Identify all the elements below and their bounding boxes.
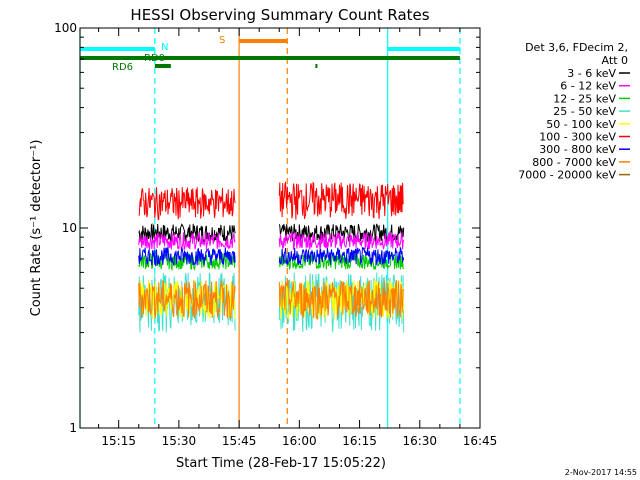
series-line-6-0 (138, 246, 236, 267)
chart-title: HESSI Observing Summary Count Rates (130, 6, 429, 24)
series-line-7-0 (138, 279, 236, 320)
flag-label-n: N (161, 42, 168, 53)
series-line-1-0 (138, 231, 236, 251)
series-line-2-1 (278, 252, 405, 270)
legend-label-7: 800 - 7000 keV (532, 156, 616, 169)
series-line-5-1 (278, 181, 404, 220)
legend-label-0: 3 - 6 keV (567, 67, 616, 80)
legend-header-line-1: Det 3,6, FDecim 2, (525, 41, 628, 54)
flag-label-rd6: RD6 (112, 62, 133, 73)
x-tick-label-1: 15:30 (162, 434, 197, 448)
flag-label-s: S (219, 35, 225, 46)
x-tick-label-3: 16:00 (282, 434, 317, 448)
legend-label-1: 6 - 12 keV (560, 80, 616, 93)
legend-label-8: 7000 - 20000 keV (518, 169, 616, 182)
series-line-0-1 (278, 223, 405, 243)
legend-label-6: 300 - 800 keV (539, 143, 616, 156)
y-axis-label: Count Rate (s⁻¹ detector⁻¹) (29, 140, 44, 317)
legend-label-2: 12 - 25 keV (553, 92, 616, 105)
legend-label-4: 50 - 100 keV (546, 118, 616, 131)
series-line-4-1 (278, 279, 405, 320)
series-line-5-0 (138, 187, 236, 221)
flag-label-rd0: RD0 (144, 53, 165, 64)
x-tick-label-0: 15:15 (101, 434, 136, 448)
legend-header-line-2: Att 0 (602, 54, 628, 67)
x-axis-label: Start Time (28-Feb-17 15:05:22) (176, 456, 386, 471)
y-tick-label-1: 10 (62, 221, 77, 235)
x-tick-label-5: 16:30 (402, 434, 437, 448)
legend-label-3: 25 - 50 keV (553, 105, 616, 118)
y-tick-label-0: 1 (69, 421, 77, 435)
series-line-1-1 (278, 230, 405, 251)
series-line-6-1 (278, 246, 405, 266)
x-tick-label-6: 16:45 (463, 434, 498, 448)
y-tick-label-2: 100 (54, 21, 77, 35)
x-tick-label-4: 16:15 (342, 434, 377, 448)
footer-date: 2-Nov-2017 14:55 (565, 468, 637, 477)
series-line-7-1 (278, 280, 405, 321)
x-tick-label-2: 15:45 (222, 434, 257, 448)
legend-label-5: 100 - 300 keV (539, 131, 616, 144)
